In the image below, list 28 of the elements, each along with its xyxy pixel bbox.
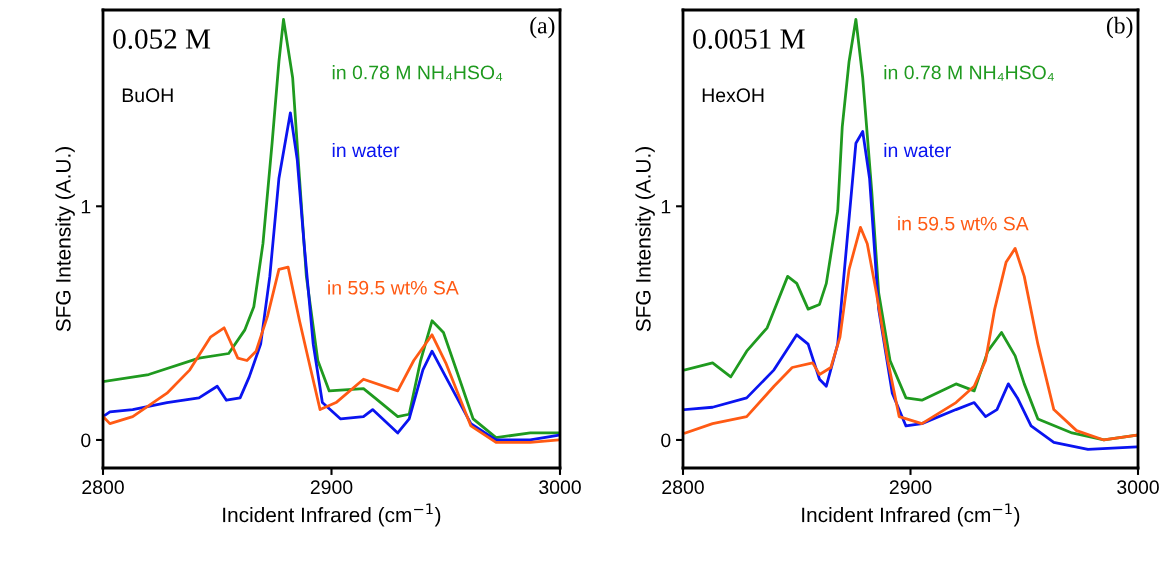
- annotation: 0.0051 M: [693, 29, 805, 49]
- x-tick-label: 2900: [889, 480, 932, 495]
- series-label: in water: [884, 142, 951, 158]
- x-tick-label: 2800: [82, 480, 124, 495]
- x-tick-label: 2900: [310, 480, 353, 495]
- annotation: HexOH: [702, 88, 764, 103]
- y-tick-label: 1: [661, 199, 671, 214]
- y-tick-label: 0: [81, 433, 91, 448]
- line-series: [103, 265, 560, 444]
- x-tick-label: 3000: [1117, 480, 1159, 495]
- series-label: in 59.5 wt% SA: [328, 280, 459, 295]
- x-tick-label: 3000: [539, 480, 581, 495]
- x-axis-title: Incident Infrared (cm$^{−1}$): [802, 503, 1020, 527]
- y-axis-title: SFG Intensity (A.U.): [55, 147, 75, 332]
- annotation: (b): [1106, 16, 1133, 39]
- x-axis-title: Incident Infrared (cm$^{−1}$): [223, 503, 441, 527]
- text: in 0.78 M NH₄HSO₄: [332, 65, 503, 81]
- series-label: in 0.78 M NH₄HSO₄: [884, 65, 1054, 81]
- y-axis-title: SFG Intensity (A.U.): [635, 147, 655, 332]
- x-tick-label: 2800: [662, 480, 704, 495]
- line-series: [103, 111, 560, 442]
- y-tick-label: 1: [81, 199, 91, 214]
- series-label: in 59.5 wt% SA: [898, 216, 1029, 231]
- annotation: 0.052 M: [113, 29, 211, 49]
- y-tick-label: 0: [661, 433, 671, 448]
- series-label: in water: [332, 142, 400, 158]
- annotation: BuOH: [122, 88, 173, 103]
- annotation: (a): [530, 16, 555, 39]
